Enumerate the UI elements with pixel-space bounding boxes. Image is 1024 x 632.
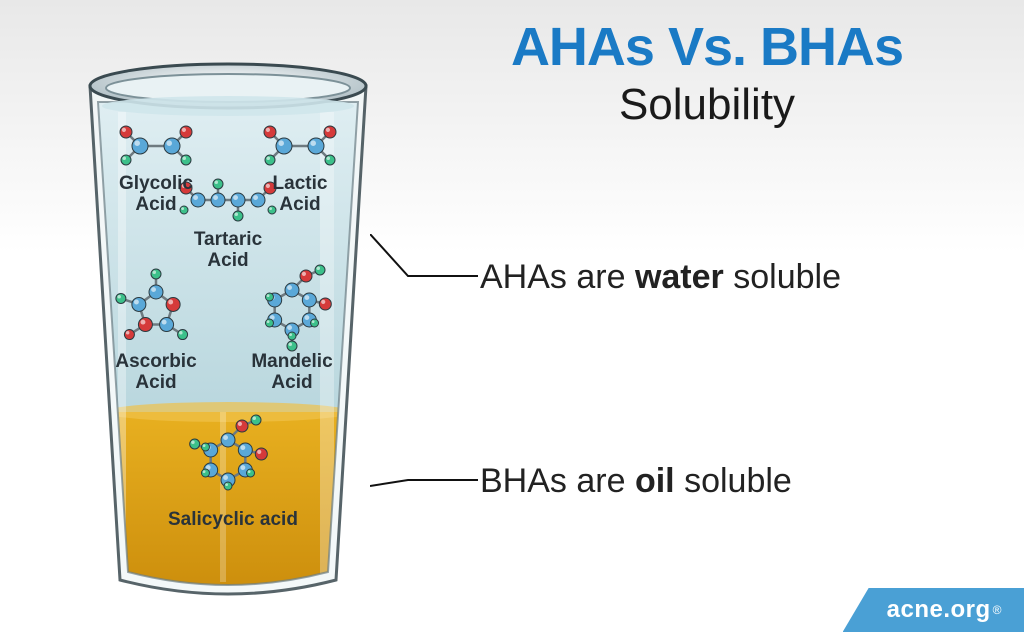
callout-aha-prefix: AHAs are — [480, 258, 635, 296]
molecule-label: Mandelic Acid — [232, 352, 352, 394]
registered-icon: ® — [993, 603, 1002, 617]
leader-line-aha — [370, 234, 480, 280]
callout-aha-suffix: soluble — [724, 258, 841, 296]
brand-badge-text: acne.org — [887, 596, 991, 624]
molecule-label: Lactic Acid — [240, 174, 360, 216]
molecule-label: Glycolic Acid — [96, 174, 216, 216]
molecule-label: Ascorbic Acid — [96, 352, 216, 394]
callout-bha-bold: oil — [635, 462, 675, 500]
molecule-label: Salicyclic acid — [168, 510, 288, 531]
glass-illustration: Glycolic Acid Lactic Acid Tartaric Acid Asc… — [70, 42, 386, 602]
molecule-label: Tartaric Acid — [168, 230, 288, 272]
oil-surface — [104, 402, 352, 422]
brand-badge: acne.org® — [843, 588, 1024, 632]
header: AHAs Vs. BHAs Solubility — [420, 16, 994, 130]
callout-bha-prefix: BHAs are — [480, 462, 635, 500]
leader-line-bha — [370, 468, 480, 488]
page-title: AHAs Vs. BHAs — [420, 16, 994, 78]
callout-aha: AHAs are water soluble — [480, 258, 841, 297]
callout-aha-bold: water — [635, 258, 724, 296]
callout-bha: BHAs are oil soluble — [480, 462, 792, 501]
page-subtitle: Solubility — [420, 80, 994, 130]
callout-bha-suffix: soluble — [675, 462, 792, 500]
water-surface — [102, 96, 354, 116]
